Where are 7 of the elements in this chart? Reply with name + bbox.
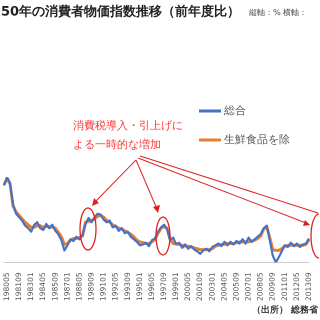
chart-title: 50年の消費者物価指数推移（前年度比） xyxy=(1,3,240,20)
text: （出所） 総務省 xyxy=(252,304,319,316)
chart-subtitle: 縦軸：% 横軸： xyxy=(248,8,308,18)
legend-label: 生鮮食品を除 xyxy=(224,132,290,146)
text: 消費税導入・引上げに xyxy=(73,118,183,132)
text: よる一時的な増加 xyxy=(73,138,161,151)
legend-label: 総合 xyxy=(223,104,246,117)
